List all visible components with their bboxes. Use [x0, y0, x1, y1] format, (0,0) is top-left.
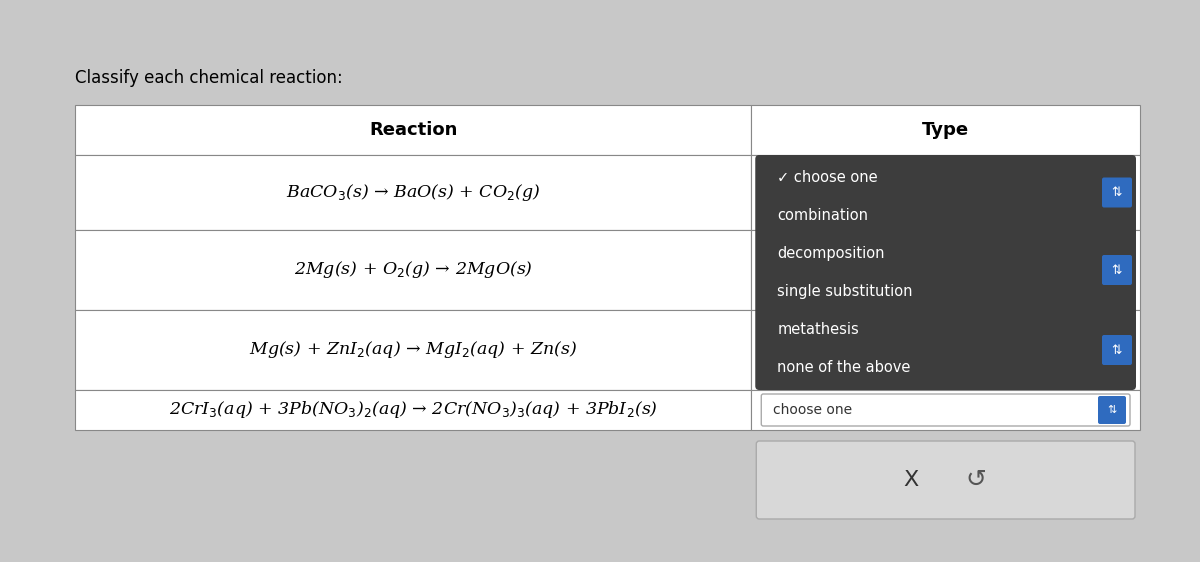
Text: ⇅: ⇅	[1111, 343, 1122, 356]
Text: decomposition: decomposition	[778, 246, 884, 261]
Text: metathesis: metathesis	[778, 322, 859, 337]
Text: BaCO$_3$(s) → BaO(s) + CO$_2$(g): BaCO$_3$(s) → BaO(s) + CO$_2$(g)	[286, 182, 540, 203]
Bar	[751, 390, 1140, 430]
Bar	[74, 390, 751, 430]
Bar	[751, 230, 1140, 310]
Text: single substitution: single substitution	[778, 284, 913, 299]
FancyBboxPatch shape	[1102, 255, 1132, 285]
FancyBboxPatch shape	[761, 394, 1130, 426]
Text: X: X	[904, 470, 918, 490]
Text: ✓ choose one: ✓ choose one	[778, 170, 878, 185]
Text: ⇅: ⇅	[1111, 186, 1122, 199]
FancyBboxPatch shape	[756, 441, 1135, 519]
Text: none of the above: none of the above	[778, 360, 911, 375]
Bar	[751, 310, 1140, 390]
FancyBboxPatch shape	[1102, 178, 1132, 207]
Bar	[74, 105, 751, 155]
Text: Mg(s) + ZnI$_2$(aq) → MgI$_2$(aq) + Zn(s): Mg(s) + ZnI$_2$(aq) → MgI$_2$(aq) + Zn(s…	[250, 339, 577, 360]
Bar	[74, 230, 751, 310]
Text: combination: combination	[778, 209, 869, 223]
Text: choose one: choose one	[773, 403, 852, 417]
Text: ⇅: ⇅	[1111, 264, 1122, 277]
Bar	[751, 155, 1140, 230]
Text: ⇅: ⇅	[1108, 405, 1117, 415]
Text: Classify each chemical reaction:: Classify each chemical reaction:	[74, 69, 343, 87]
Text: ↺: ↺	[965, 468, 986, 492]
Text: 2CrI$_3$(aq) + 3Pb(NO$_3$)$_2$(aq) → 2Cr(NO$_3$)$_3$(aq) + 3PbI$_2$(s): 2CrI$_3$(aq) + 3Pb(NO$_3$)$_2$(aq) → 2Cr…	[169, 400, 658, 420]
Bar	[74, 155, 751, 230]
Text: Type: Type	[922, 121, 970, 139]
Text: Reaction: Reaction	[368, 121, 457, 139]
Bar	[74, 310, 751, 390]
FancyBboxPatch shape	[1098, 396, 1126, 424]
FancyBboxPatch shape	[755, 155, 1136, 390]
Bar	[751, 105, 1140, 155]
Text: 2Mg(s) + O$_2$(g) → 2MgO(s): 2Mg(s) + O$_2$(g) → 2MgO(s)	[294, 260, 533, 280]
FancyBboxPatch shape	[1102, 335, 1132, 365]
